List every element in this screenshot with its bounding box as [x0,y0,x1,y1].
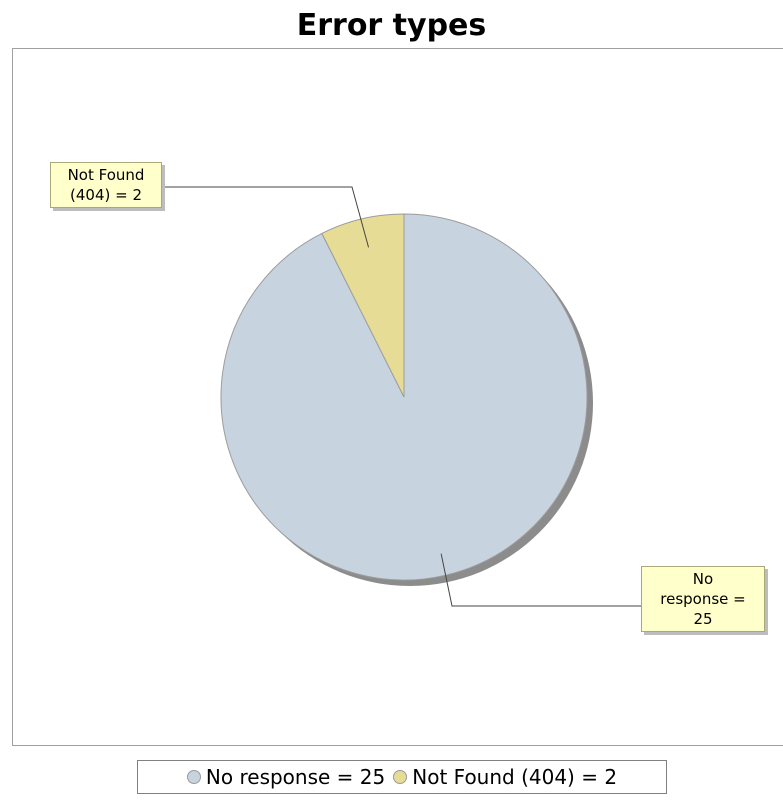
connector-not-found [162,186,370,248]
chart-title: Error types [296,8,487,43]
legend-item-label: Not Found (404) = 2 [412,765,618,789]
legend-item-no-response: No response = 25 [186,765,386,789]
pie-slices [220,213,588,581]
connector-no-response [440,553,641,607]
slice-label-line: 25 [693,610,713,628]
label-connectors [162,186,641,607]
slice-label-line: response = [660,590,746,608]
legend-item-not-found: Not Found (404) = 2 [393,765,617,789]
pie-chart [162,186,641,607]
legend-item-label: No response = 25 [205,765,386,789]
slice-label-no-response: No response = 25 [641,566,765,632]
legend-swatch-circle-icon [186,770,201,784]
slice-label-line: Not Found [67,166,145,184]
legend-swatch-circle-icon [393,770,408,784]
legend: No response = 25 Not Found (404) = 2 [137,760,667,794]
slice-label-not-found: Not Found (404) = 2 [50,162,162,208]
slice-label-line: No [692,570,714,588]
slice-label-line: (404) = 2 [70,186,142,204]
pie-slice-not-found-404 [321,213,405,398]
